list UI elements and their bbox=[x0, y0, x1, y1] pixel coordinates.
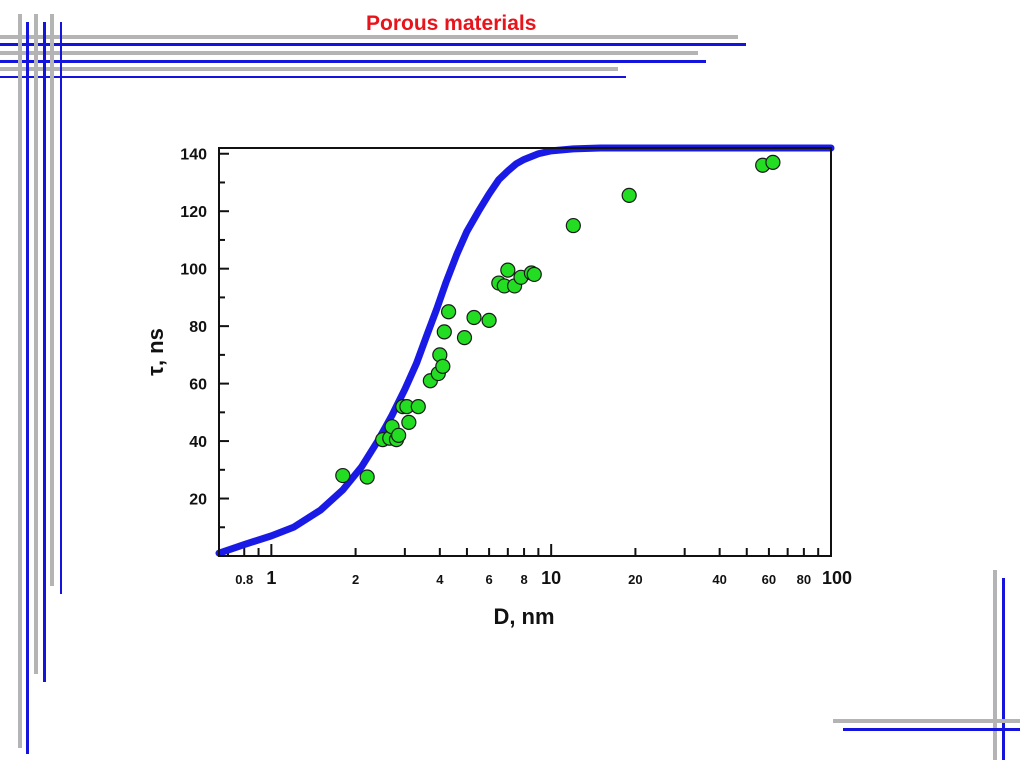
frame-line bbox=[43, 22, 46, 682]
frame-line bbox=[0, 43, 746, 46]
data-point bbox=[401, 414, 417, 430]
data-point bbox=[481, 312, 497, 328]
frame-line bbox=[34, 14, 38, 674]
frame-line bbox=[60, 22, 62, 594]
x-tick-label: 40 bbox=[712, 572, 726, 587]
x-tick-label: 1 bbox=[266, 568, 276, 588]
model-curve bbox=[215, 144, 835, 557]
data-point bbox=[391, 427, 407, 443]
frame-line bbox=[833, 719, 1020, 723]
data-point bbox=[500, 262, 516, 278]
frame-line bbox=[0, 35, 738, 39]
x-tick-label: 4 bbox=[436, 572, 444, 587]
model-curve-layer bbox=[215, 144, 835, 557]
frame-line bbox=[843, 728, 1020, 731]
y-tick-label: 40 bbox=[189, 434, 207, 451]
frame-line bbox=[0, 67, 618, 71]
frame-line bbox=[50, 14, 54, 586]
y-tick-label: 140 bbox=[180, 147, 207, 164]
data-points-layer bbox=[335, 154, 781, 485]
data-point bbox=[359, 469, 375, 485]
x-tick-label: 60 bbox=[762, 572, 776, 587]
data-point bbox=[435, 358, 451, 374]
data-point bbox=[441, 304, 457, 320]
x-tick-label: 0.8 bbox=[235, 572, 253, 587]
data-point bbox=[335, 467, 351, 484]
data-point bbox=[466, 309, 482, 326]
data-point bbox=[456, 330, 473, 346]
x-tick-label: 10 bbox=[541, 568, 561, 588]
data-point bbox=[565, 217, 581, 234]
frame-line bbox=[993, 570, 997, 760]
x-tick-label: 8 bbox=[520, 572, 527, 587]
x-tick-label: 100 bbox=[822, 568, 852, 588]
y-tick-label: 80 bbox=[189, 319, 207, 336]
x-axis-title: D, nm bbox=[493, 604, 554, 629]
data-point bbox=[765, 154, 781, 170]
y-tick-label: 20 bbox=[189, 492, 207, 509]
axis-ticks bbox=[219, 152, 820, 556]
y-tick-label: 120 bbox=[180, 204, 207, 221]
x-tick-labels: 0.8 1 2 4 6 8 10 20 40 60 80 100 bbox=[235, 568, 852, 588]
frame-line bbox=[0, 76, 626, 78]
frame-line bbox=[0, 51, 698, 55]
data-point bbox=[621, 187, 637, 204]
y-tick-label: 60 bbox=[189, 377, 207, 394]
data-point bbox=[410, 398, 426, 415]
plot-frame bbox=[218, 147, 832, 557]
y-tick-label: 100 bbox=[180, 262, 207, 279]
x-tick-label: 20 bbox=[628, 572, 642, 587]
y-axis-title: τ, ns bbox=[143, 328, 168, 376]
frame-line bbox=[18, 14, 22, 748]
data-point bbox=[526, 266, 542, 283]
frame-line bbox=[1002, 578, 1005, 760]
data-point bbox=[436, 324, 452, 340]
slide-title: Porous materials bbox=[366, 12, 537, 35]
x-tick-label: 6 bbox=[485, 572, 492, 587]
x-tick-label: 80 bbox=[797, 572, 811, 587]
frame-line bbox=[26, 22, 29, 754]
x-tick-label: 2 bbox=[352, 572, 359, 587]
y-tick-labels: 20 40 60 80 100 120 140 bbox=[180, 147, 207, 509]
frame-line bbox=[0, 60, 706, 63]
